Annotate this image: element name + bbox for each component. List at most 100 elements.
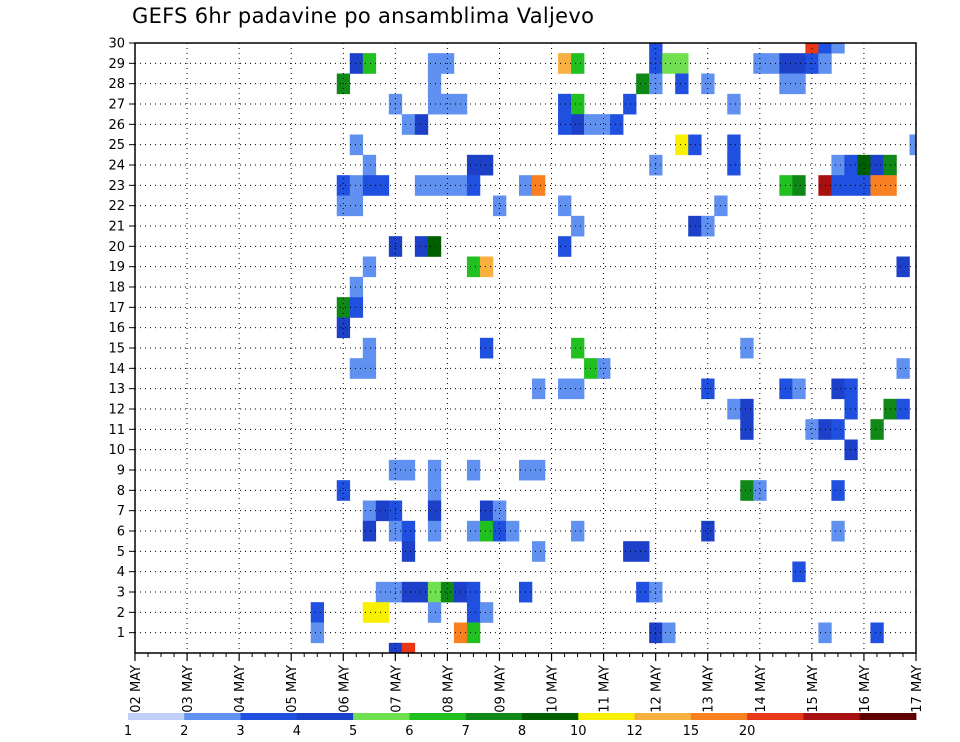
colorbar-swatch bbox=[747, 713, 804, 720]
heatmap-cell bbox=[831, 378, 845, 400]
y-tick-label: 12 bbox=[108, 403, 125, 418]
precipitation-cells bbox=[310, 43, 917, 654]
heatmap-cell bbox=[844, 398, 858, 420]
heatmap-cell bbox=[870, 419, 884, 440]
heatmap-cell bbox=[727, 93, 741, 115]
colorbar-swatch bbox=[409, 713, 467, 720]
x-tick-label: 04 MAY bbox=[233, 665, 248, 713]
heatmap-cell bbox=[427, 602, 442, 623]
y-axis-ticks: 1234567891011121314151617181920212223242… bbox=[108, 37, 135, 641]
heatmap-cell bbox=[792, 378, 806, 400]
heatmap-cell bbox=[844, 175, 858, 196]
heatmap-cell bbox=[662, 53, 676, 74]
heatmap-cell bbox=[896, 358, 910, 379]
y-tick-label: 10 bbox=[108, 443, 125, 458]
colorbar-label: 2 bbox=[180, 724, 188, 739]
heatmap-cell bbox=[349, 195, 364, 217]
colorbar-swatch bbox=[240, 713, 298, 720]
heatmap-cell bbox=[558, 114, 572, 135]
heatmap-cell bbox=[844, 378, 858, 400]
heatmap-cell bbox=[427, 73, 442, 95]
heatmap-cell bbox=[740, 337, 754, 359]
heatmap-cell bbox=[362, 175, 377, 196]
x-tick-label: 02 MAY bbox=[129, 665, 144, 713]
heatmap-cell bbox=[466, 520, 481, 542]
heatmap-cell bbox=[857, 175, 871, 196]
heatmap-cell bbox=[427, 236, 442, 257]
y-tick-label: 8 bbox=[117, 484, 125, 499]
heatmap-cell bbox=[375, 581, 390, 603]
heatmap-cell bbox=[427, 500, 442, 522]
heatmap-cell bbox=[427, 53, 442, 74]
heatmap-cell bbox=[636, 541, 650, 562]
colorbar-label: 12 bbox=[626, 724, 643, 739]
heatmap-cell bbox=[466, 602, 481, 623]
heatmap-cell bbox=[571, 378, 585, 400]
colorbar-swatch bbox=[859, 713, 917, 720]
colorbar-label: 8 bbox=[518, 724, 526, 739]
x-tick-label: 09 MAY bbox=[493, 665, 508, 713]
colorbar-label: 7 bbox=[462, 724, 470, 739]
heatmap-cell bbox=[427, 93, 442, 115]
heatmap-cell bbox=[362, 500, 377, 522]
y-tick-label: 2 bbox=[117, 606, 125, 621]
heatmap-cell bbox=[440, 581, 455, 603]
heatmap-cell bbox=[675, 73, 689, 95]
heatmap-cell bbox=[349, 134, 364, 156]
y-tick-label: 7 bbox=[117, 504, 125, 519]
heatmap-cell bbox=[558, 53, 572, 74]
heatmap-cell bbox=[401, 642, 416, 654]
x-tick-label: 03 MAY bbox=[181, 665, 196, 713]
heatmap-cell bbox=[844, 439, 858, 461]
heatmap-cell bbox=[844, 154, 858, 176]
heatmap-cell bbox=[362, 53, 377, 74]
x-axis-ticks: 02 MAY 03 MAY 04 MAY 05 MAY 06 MAY 07 MAY 08 M… bbox=[129, 653, 925, 713]
heatmap-cell bbox=[740, 480, 754, 501]
x-tick-label: 08 MAY bbox=[441, 665, 456, 713]
colorbar-swatch bbox=[128, 713, 185, 720]
heatmap-cell bbox=[571, 337, 585, 359]
heatmap-cell bbox=[532, 541, 546, 562]
heatmap-cell bbox=[701, 215, 715, 237]
heatmap-cell bbox=[492, 520, 507, 542]
heatmap-cell bbox=[532, 459, 546, 481]
heatmap-cell bbox=[466, 175, 481, 196]
colorbar-swatch bbox=[578, 713, 635, 720]
heatmap-cell bbox=[818, 43, 832, 54]
heatmap-cell bbox=[558, 378, 572, 400]
heatmap-cell bbox=[349, 175, 364, 196]
x-tick-label: 05 MAY bbox=[285, 665, 300, 713]
heatmap-cell bbox=[336, 175, 351, 196]
heatmap-cell bbox=[310, 602, 325, 623]
y-tick-label: 21 bbox=[108, 220, 125, 235]
colorbar-swatch bbox=[803, 713, 861, 720]
heatmap-cell bbox=[571, 520, 585, 542]
heatmap-cell bbox=[792, 73, 806, 95]
colorbar: 1 2 3 4 5 6 7 8 10 12 15 20 bbox=[124, 713, 917, 739]
y-tick-label: 4 bbox=[117, 565, 125, 580]
heatmap-cell bbox=[427, 581, 442, 603]
heatmap-cell bbox=[597, 114, 611, 135]
heatmap-cell bbox=[362, 520, 377, 542]
heatmap-cell bbox=[479, 154, 494, 176]
heatmap-cell bbox=[362, 602, 377, 623]
y-tick-label: 25 bbox=[108, 138, 125, 153]
heatmap-cell bbox=[792, 561, 806, 583]
y-tick-label: 19 bbox=[108, 260, 125, 275]
heatmap-cell bbox=[466, 256, 481, 278]
heatmap-cell bbox=[414, 175, 429, 196]
heatmap-cell bbox=[792, 53, 806, 74]
heatmap-cell bbox=[427, 175, 442, 196]
colorbar-label: 10 bbox=[570, 724, 587, 739]
y-tick-label: 30 bbox=[108, 37, 125, 52]
heatmap-cell bbox=[349, 53, 364, 74]
y-tick-label: 5 bbox=[117, 545, 125, 560]
heatmap-cell bbox=[636, 73, 650, 95]
grid-lines bbox=[135, 43, 916, 653]
colorbar-label: 3 bbox=[236, 724, 244, 739]
y-tick-label: 20 bbox=[108, 240, 125, 255]
heatmap-cell bbox=[479, 602, 494, 623]
heatmap-cell bbox=[466, 459, 481, 481]
y-tick-label: 1 bbox=[117, 626, 125, 641]
